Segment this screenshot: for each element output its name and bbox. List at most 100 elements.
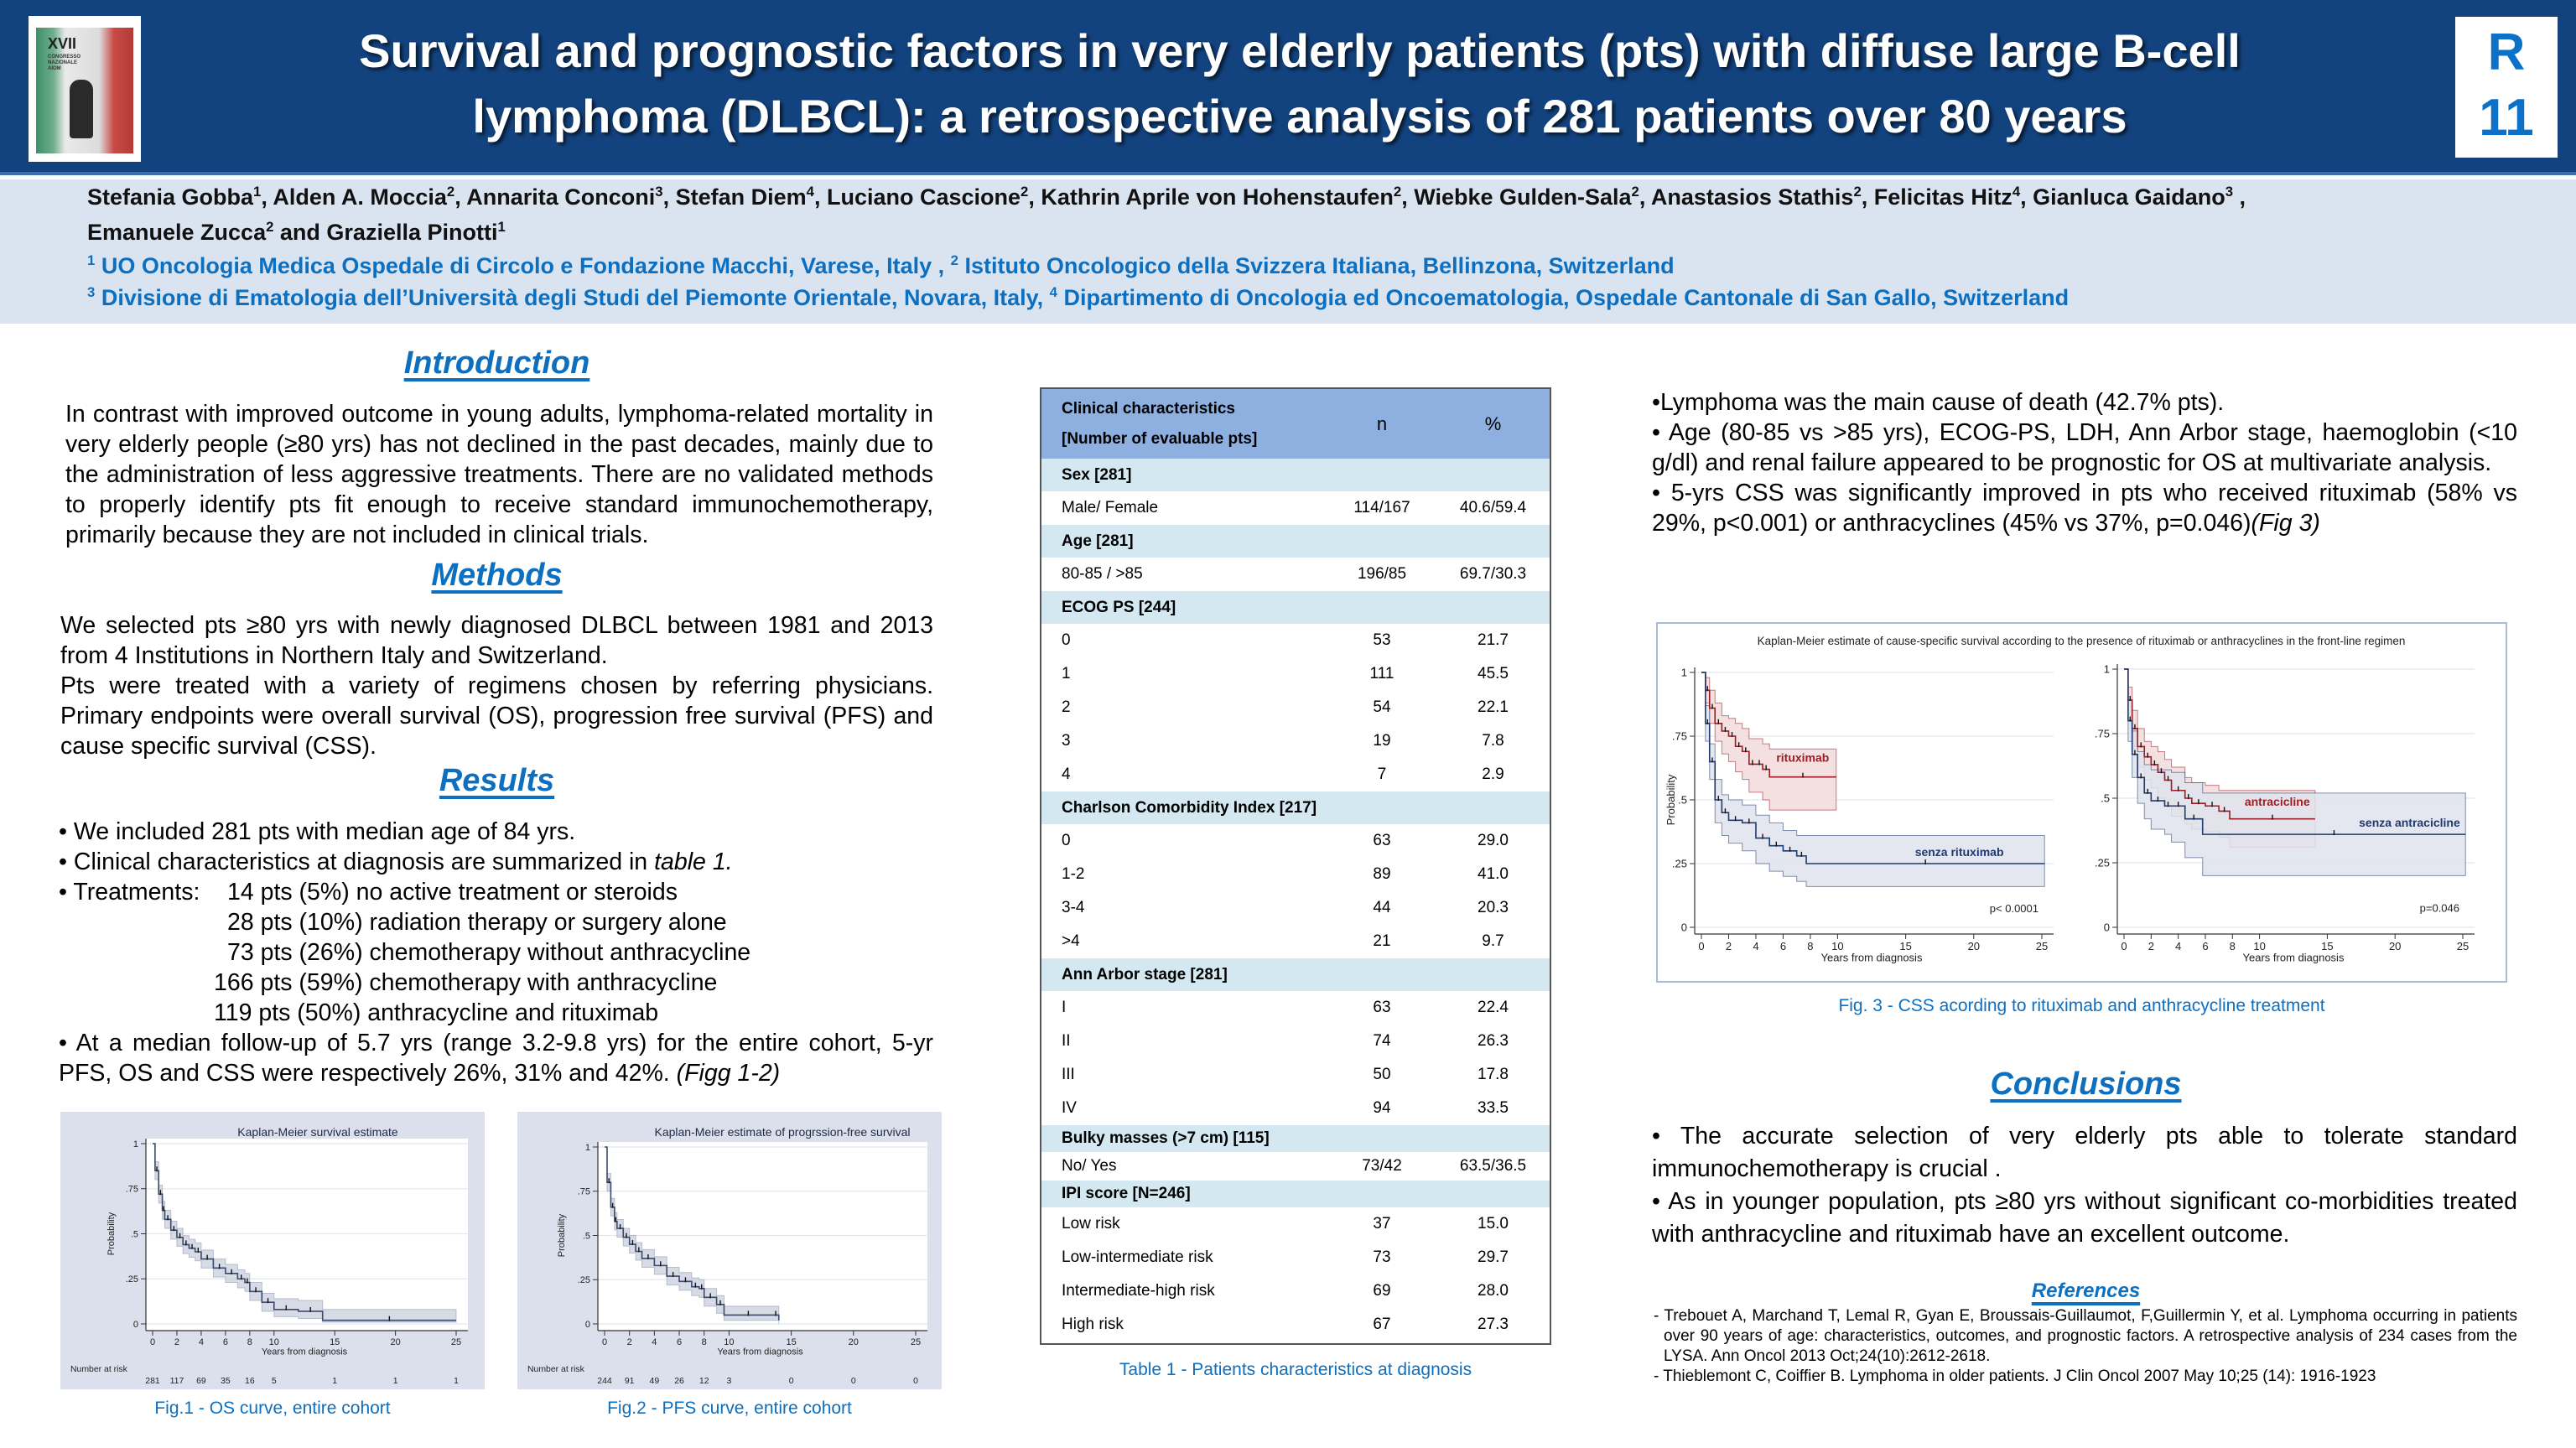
table-cell-pct: 9.7: [1482, 932, 1504, 950]
number-at-risk-value: 281: [145, 1377, 160, 1386]
table-cell-pct: 17.8: [1478, 1066, 1509, 1083]
references-list: - Trebouet A, Marchand T, Lemal R, Gyan …: [1654, 1306, 2517, 1387]
y-axis-label: Probability: [557, 1213, 567, 1257]
p-value-annotation: p=0.046: [2420, 902, 2459, 915]
author-affiliation-mark: 2: [1393, 184, 1402, 200]
affiliation-2: Istituto Oncologico della Svizzera Itali…: [964, 253, 1675, 278]
author-affiliation-mark: 4: [2012, 184, 2021, 200]
number-at-risk-value: 16: [245, 1377, 255, 1386]
table-group-label: Age [281]: [1062, 532, 1134, 550]
treatment-item: 14 pts (5%) no active treatment or stero…: [227, 879, 678, 906]
table-cell-pct: 69.7/30.3: [1459, 565, 1527, 583]
table-cell-pct: 33.5: [1478, 1099, 1509, 1117]
number-at-risk-value: 49: [650, 1377, 660, 1386]
table-cell-label: Intermediate-high risk: [1062, 1282, 1215, 1300]
affiliation-1: UO Oncologia Medica Ospedale di Circolo …: [101, 253, 945, 278]
congress-logo: XVII CONGRESSO NAZIONALE AIOM: [29, 16, 141, 162]
badge-number: 11: [2479, 89, 2534, 147]
author-name: Graziella Pinotti: [326, 220, 498, 245]
figure-reference: (Figg 1-2): [676, 1060, 781, 1087]
table-cell-pct: 27.3: [1478, 1316, 1509, 1333]
table-cell-label: III: [1062, 1066, 1075, 1083]
x-tick-label: 4: [2175, 940, 2181, 952]
table-cell-pct: 2.9: [1482, 766, 1504, 783]
author-name: Gianluca Gaidano: [2033, 184, 2225, 210]
affiliation-line-1: 1 UO Oncologia Medica Ospedale di Circol…: [87, 252, 1675, 278]
authors-band: [0, 179, 2576, 324]
y-tick-label: 1: [133, 1139, 138, 1150]
table-group-label: Bulky masses (>7 cm) [115]: [1062, 1129, 1270, 1147]
y-tick-label: 0: [2104, 921, 2110, 934]
table-cell-pct: 29.7: [1478, 1248, 1509, 1266]
author-name: Stefania Gobba: [87, 184, 254, 210]
table-cell-label: 4: [1062, 766, 1071, 783]
x-tick-label: 2: [174, 1337, 179, 1347]
series-label: antracicline: [2245, 795, 2310, 808]
table-cell-label: II: [1062, 1032, 1071, 1050]
poster-header: [0, 0, 2576, 175]
fig2-chart: 0.25.5.75 1 0 2 4 6 8 10 15 20 25 Years from diagno…: [517, 1112, 942, 1389]
table-cell-label: High risk: [1062, 1316, 1124, 1333]
x-tick-label: 4: [652, 1337, 657, 1347]
logo-figure-icon: [70, 80, 93, 138]
series-label: senza rituximab: [1915, 845, 2004, 859]
x-axis-label: Years from diagnosis: [262, 1347, 348, 1357]
number-at-risk-value: 12: [699, 1377, 709, 1386]
x-tick-label: 20: [390, 1337, 400, 1347]
x-tick-label: 8: [2230, 940, 2236, 952]
table-cell-label: 0: [1062, 832, 1071, 849]
table-cell-label: Male/ Female: [1062, 499, 1159, 516]
fig1-caption: Fig.1 - OS curve, entire cohort: [154, 1399, 391, 1418]
table-cell-label: Low-intermediate risk: [1062, 1248, 1213, 1266]
x-tick-label: 10: [2253, 940, 2265, 952]
table-cell-n: 44: [1373, 899, 1391, 916]
header-line-2: [Number of evaluable pts]: [1062, 429, 1258, 448]
number-at-risk-value: 91: [625, 1377, 635, 1386]
table-header-characteristics: Clinical characteristics [Number of evalu…: [1041, 389, 1327, 459]
x-tick-label: 20: [2389, 940, 2401, 952]
table-cell-label: 1-2: [1062, 865, 1085, 883]
logo-label: XVII: [48, 35, 77, 52]
number-at-risk-value: 3: [726, 1377, 731, 1386]
right-bullet-3-text: • 5-yrs CSS was significantly improved i…: [1652, 480, 2517, 537]
poster-title: Survival and prognostic factors in very …: [159, 18, 2440, 149]
author-name: Felicitas Hitz: [1873, 184, 2012, 210]
references-heading: References: [2031, 1279, 2141, 1302]
author-name: Alden A. Moccia: [273, 184, 447, 210]
badge-letter: R: [2487, 23, 2526, 81]
table-group-row: Ann Arbor stage [281]: [1041, 958, 1550, 991]
table-cell-pct: 20.3: [1478, 899, 1509, 916]
number-at-risk-value: 1: [454, 1377, 459, 1386]
table-row: >4 21 9.7: [1041, 925, 1550, 958]
right-bullet-1: •Lymphoma was the main cause of death (4…: [1652, 389, 2225, 416]
x-tick-label: 15: [1899, 940, 1911, 952]
table-cell-n: 89: [1373, 865, 1391, 883]
number-at-risk-value: 26: [674, 1377, 684, 1386]
fig3-chart: Kaplan-Meier estimate of cause-specific …: [1656, 622, 2507, 983]
table-group-row: Sex [281]: [1041, 459, 1550, 491]
table-cell-pct: 21.7: [1478, 631, 1509, 649]
plot-area: [598, 1142, 927, 1331]
table-cell-pct: 22.1: [1478, 698, 1509, 716]
x-axis-label: Years from diagnosis: [1821, 952, 1923, 964]
results-bullet-2: • Clinical characteristics at diagnosis …: [59, 847, 933, 877]
y-tick-label: .5: [1678, 794, 1687, 807]
survival-curve-rituximab: [1701, 672, 1836, 778]
x-tick-label: 10: [1831, 940, 1843, 952]
table-row: Male/ Female 114/167 40.6/59.4: [1041, 491, 1550, 525]
author-name: Stefan Diem: [675, 184, 807, 210]
table-row: II 74 26.3: [1041, 1025, 1550, 1058]
chart-title: Kaplan-Meier survival estimate: [237, 1125, 398, 1139]
y-tick-label: .25: [2095, 857, 2110, 869]
number-at-risk-value: 5: [272, 1377, 277, 1386]
table-cell-label: 1: [1062, 665, 1071, 682]
table-cell-pct: 40.6/59.4: [1459, 499, 1527, 516]
fig2-caption: Fig.2 - PFS curve, entire cohort: [607, 1399, 852, 1418]
table-row: Intermediate-high risk 69 28.0: [1041, 1274, 1550, 1308]
x-axis-label: Years from diagnosis: [717, 1347, 803, 1357]
author-affiliation-mark: 2: [446, 184, 455, 200]
table-group-row: ECOG PS [244]: [1041, 591, 1550, 624]
y-axis-label: Probability: [106, 1212, 117, 1255]
number-at-risk-value: 35: [221, 1377, 231, 1386]
table-group-row: Bulky masses (>7 cm) [115]: [1041, 1125, 1550, 1152]
